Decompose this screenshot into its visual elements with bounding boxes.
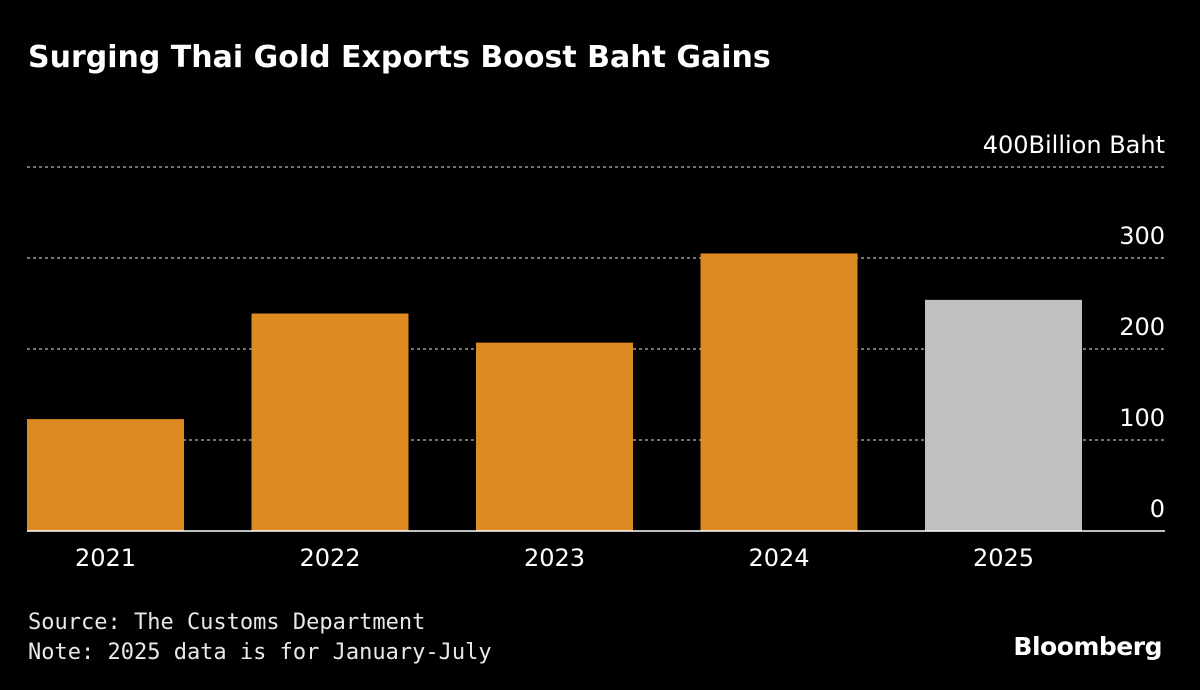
y-tick-label: 200 <box>1119 313 1165 341</box>
chart-title: Surging Thai Gold Exports Boost Baht Gai… <box>28 40 771 75</box>
footnote: Note: 2025 data is for January-July <box>28 640 492 665</box>
y-tick-label: 0 <box>1150 495 1165 523</box>
x-tick-label: 2021 <box>75 544 136 572</box>
x-tick-label: 2023 <box>524 544 585 572</box>
y-tick-label: 300 <box>1119 222 1165 250</box>
x-tick-label: 2025 <box>973 544 1034 572</box>
bloomberg-logo: Bloomberg <box>1013 632 1162 661</box>
y-tick-label: 400Billion Baht <box>983 131 1165 159</box>
bar-2024 <box>700 253 858 531</box>
x-tick-label: 2024 <box>748 544 809 572</box>
bar-2022 <box>251 313 409 531</box>
bar-2025 <box>925 299 1082 531</box>
bar-2023 <box>476 342 633 531</box>
y-tick-label: 100 <box>1119 404 1165 432</box>
x-tick-label: 2022 <box>299 544 360 572</box>
source-note: Source: The Customs Department <box>28 610 426 635</box>
bar-2021 <box>27 419 184 531</box>
